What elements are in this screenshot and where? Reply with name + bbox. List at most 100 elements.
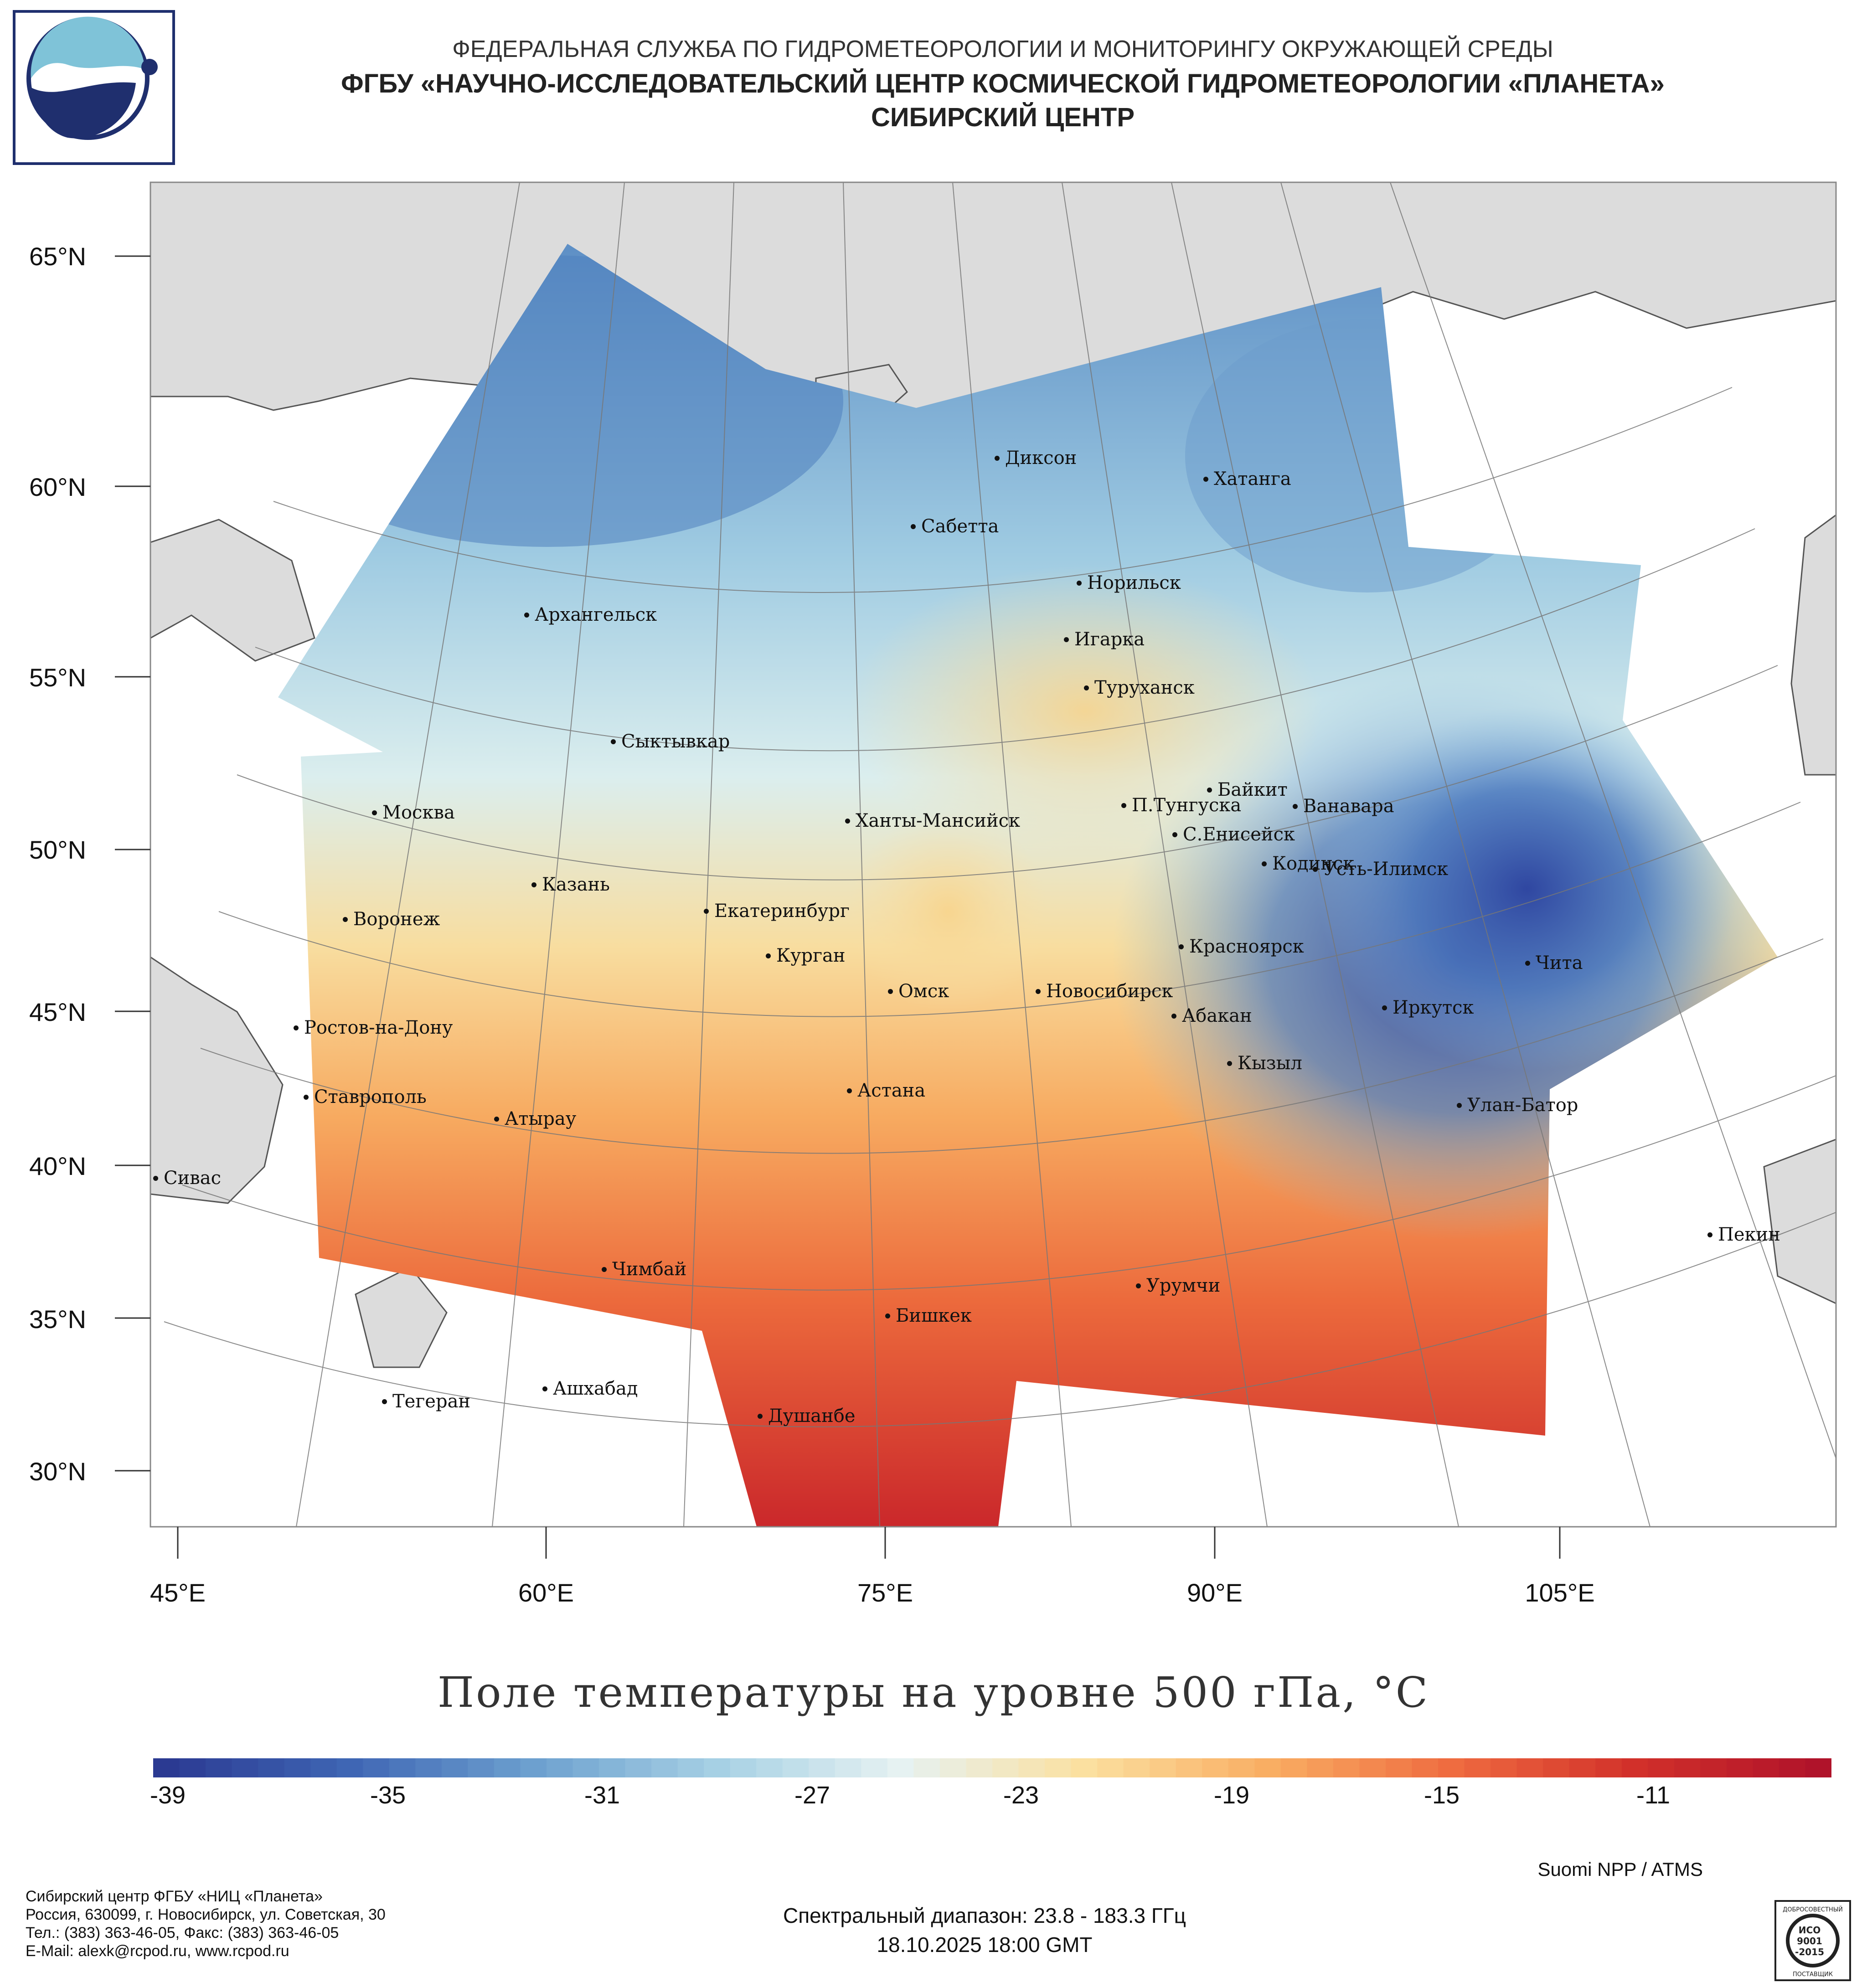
city-label: Казань bbox=[531, 874, 610, 895]
lat-label-65: 65°N bbox=[29, 242, 87, 271]
colorbar-segment bbox=[651, 1758, 678, 1777]
colorbar-segment bbox=[1543, 1758, 1570, 1777]
colorbar-segment bbox=[1202, 1758, 1229, 1777]
colorbar-segment bbox=[861, 1758, 888, 1777]
city-label: Атырау bbox=[494, 1108, 576, 1129]
graticule bbox=[164, 182, 1836, 1527]
lon-label-90: 90°E bbox=[1186, 1578, 1243, 1607]
colorbar-segment bbox=[1779, 1758, 1806, 1777]
city-label: Красноярск bbox=[1179, 936, 1304, 957]
svg-text:9001: 9001 bbox=[1797, 1936, 1822, 1947]
colorbar-segment bbox=[546, 1758, 573, 1777]
city-label: Воронеж bbox=[343, 909, 440, 930]
footer-address: Россия, 630099, г. Новосибирск, ул. Сове… bbox=[26, 1906, 386, 1923]
city-label: Ставрополь bbox=[304, 1087, 427, 1107]
city-label: Новосибирск bbox=[1036, 981, 1173, 1002]
colorbar-segment bbox=[389, 1758, 416, 1777]
colorbar-segment bbox=[153, 1758, 180, 1777]
colorbar-segment bbox=[572, 1758, 600, 1777]
lat-label-45: 45°N bbox=[29, 998, 87, 1026]
header-center: СИБИРСКИЙ ЦЕНТР bbox=[871, 103, 1135, 132]
colorbar-segment bbox=[1359, 1758, 1386, 1777]
colorbar-segment bbox=[468, 1758, 495, 1777]
svg-text:ДОБРОСОВЕСТНЫЙ: ДОБРОСОВЕСТНЫЙ bbox=[1783, 1906, 1843, 1913]
colorbar-segment bbox=[887, 1758, 914, 1777]
colorbar-tick: -31 bbox=[584, 1782, 620, 1809]
colorbar-tick: -23 bbox=[1003, 1782, 1039, 1809]
colorbar-segment bbox=[1674, 1758, 1701, 1777]
colorbar-segment bbox=[1018, 1758, 1046, 1777]
colorbar-segment bbox=[677, 1758, 705, 1777]
city-label: С.Енисейск bbox=[1172, 824, 1295, 845]
colorbar-segment bbox=[179, 1758, 206, 1777]
colorbar-segment bbox=[336, 1758, 364, 1777]
colorbar-segment bbox=[1307, 1758, 1334, 1777]
colorbar-segment bbox=[1150, 1758, 1176, 1777]
colorbar-segment bbox=[782, 1758, 810, 1777]
colorbar-segment bbox=[284, 1758, 311, 1777]
city-label: Кызыл bbox=[1227, 1053, 1302, 1074]
lat-label-60: 60°N bbox=[29, 473, 87, 501]
colorbar-segment bbox=[1123, 1758, 1150, 1777]
city-label: Душанбе bbox=[758, 1406, 856, 1427]
lat-label-50: 50°N bbox=[29, 835, 87, 864]
city-label: Байкит bbox=[1207, 779, 1288, 800]
city-label: Москва bbox=[372, 802, 455, 823]
colorbar-segment bbox=[441, 1758, 469, 1777]
colorbar-segment bbox=[363, 1758, 390, 1777]
colorbar-segment bbox=[1176, 1758, 1203, 1777]
colorbar-segment bbox=[599, 1758, 626, 1777]
colorbar-segment bbox=[520, 1758, 547, 1777]
colorbar-segment bbox=[1280, 1758, 1308, 1777]
city-label: Тегеран bbox=[382, 1391, 470, 1412]
colorbar-segment bbox=[1333, 1758, 1360, 1777]
lat-label-55: 55°N bbox=[29, 663, 87, 692]
colorbar-segment bbox=[1071, 1758, 1098, 1777]
footer-email: E-Mail: alexk@rcpod.ru, www.rcpod.ru bbox=[26, 1942, 289, 1960]
city-label: Сыктывкар bbox=[611, 731, 730, 752]
city-label: Пекин bbox=[1707, 1224, 1780, 1245]
colorbar-segment bbox=[1726, 1758, 1754, 1777]
spectral-range: Спектральный диапазон: 23.8 - 183.3 ГГц bbox=[783, 1904, 1186, 1927]
colorbar-segment bbox=[913, 1758, 940, 1777]
svg-text:ИСО: ИСО bbox=[1799, 1925, 1821, 1936]
colorbar-segment bbox=[1412, 1758, 1439, 1777]
colorbar-segment bbox=[966, 1758, 993, 1777]
colorbar-segment bbox=[835, 1758, 862, 1777]
colorbar-segment bbox=[1385, 1758, 1413, 1777]
colorbar-segment bbox=[310, 1758, 337, 1777]
lon-label-45: 45°E bbox=[150, 1578, 206, 1607]
planeta-logo bbox=[13, 10, 175, 165]
lat-label-30: 30°N bbox=[29, 1457, 87, 1486]
svg-text:-2015: -2015 bbox=[1795, 1947, 1824, 1957]
colorbar bbox=[153, 1758, 1831, 1777]
colorbar-segment bbox=[1805, 1758, 1831, 1777]
map-frame bbox=[150, 181, 1837, 1528]
colorbar-segment bbox=[704, 1758, 731, 1777]
colorbar-segment bbox=[1516, 1758, 1544, 1777]
city-label: Урумчи bbox=[1136, 1275, 1220, 1296]
colorbar-tick: -11 bbox=[1636, 1782, 1671, 1809]
city-label: Астана bbox=[847, 1080, 925, 1101]
city-label: Ашхабад bbox=[542, 1378, 638, 1399]
city-label: Игарка bbox=[1064, 629, 1145, 650]
city-label: Чимбай bbox=[602, 1259, 686, 1280]
city-label: Чита bbox=[1525, 953, 1583, 973]
header-agency: ФЕДЕРАЛЬНАЯ СЛУЖБА ПО ГИДРОМЕТЕОРОЛОГИИ … bbox=[452, 36, 1553, 62]
colorbar-segment bbox=[1464, 1758, 1491, 1777]
colorbar-tick: -27 bbox=[794, 1782, 830, 1809]
header-institute: ФГБУ «НАУЧНО-ИССЛЕДОВАТЕЛЬСКИЙ ЦЕНТР КОС… bbox=[341, 69, 1665, 98]
city-label: Иркутск bbox=[1382, 997, 1474, 1018]
iso-badge: ДОБРОСОВЕСТНЫЙ ИСО 9001 -2015 ПОСТАВЩИК bbox=[1774, 1900, 1851, 1981]
colorbar-segment bbox=[1753, 1758, 1779, 1777]
city-label: Архангельск bbox=[524, 604, 657, 625]
colorbar-segment bbox=[756, 1758, 783, 1777]
city-label: Ванавара bbox=[1293, 796, 1394, 817]
city-label: Улан-Батор bbox=[1457, 1095, 1578, 1116]
colorbar-segment bbox=[1045, 1758, 1072, 1777]
city-label: Абакан bbox=[1171, 1005, 1252, 1026]
observation-datetime: 18.10.2025 18:00 GMT bbox=[877, 1933, 1093, 1957]
city-label: Омск bbox=[888, 981, 949, 1002]
city-label: Курган bbox=[766, 945, 846, 966]
colorbar-segment bbox=[1491, 1758, 1517, 1777]
